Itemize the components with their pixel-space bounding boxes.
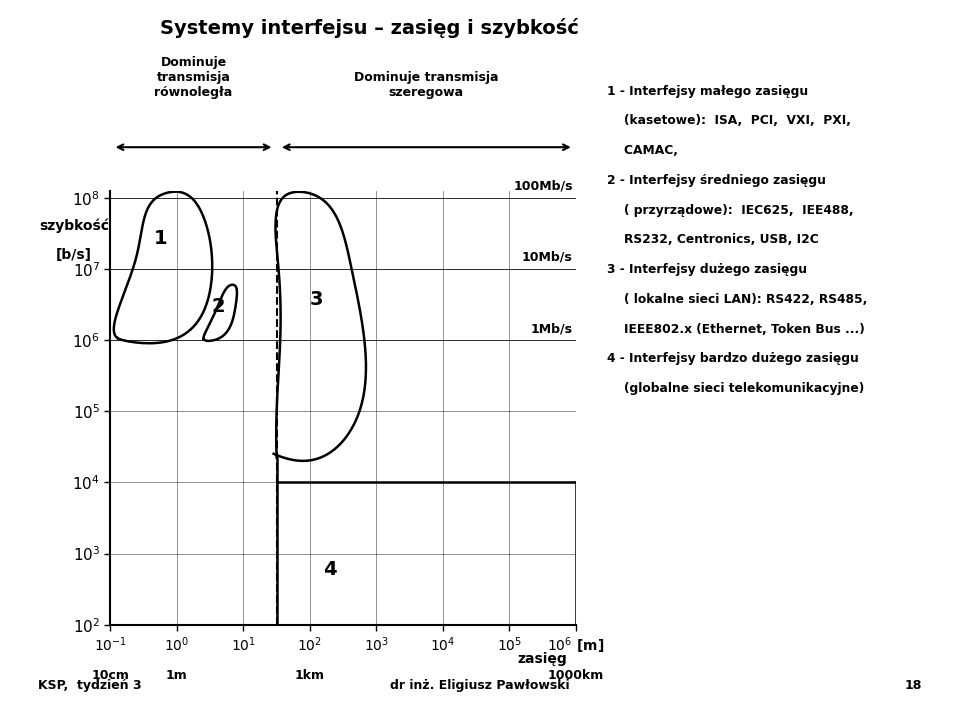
Text: ( przyrządowe):  IEC625,  IEE488,: ( przyrządowe): IEC625, IEE488,: [607, 203, 853, 217]
Text: Systemy interfejsu – zasięg i szybkość: Systemy interfejsu – zasięg i szybkość: [160, 18, 579, 37]
Text: Dominuje transmisja
szeregowa: Dominuje transmisja szeregowa: [354, 71, 498, 100]
Text: zasięg: zasięg: [517, 652, 567, 666]
Text: 100Mb/s: 100Mb/s: [514, 180, 573, 193]
Text: RS232, Centronics, USB, I2C: RS232, Centronics, USB, I2C: [607, 234, 819, 246]
Text: 2 - Interfejsy średniego zasięgu: 2 - Interfejsy średniego zasięgu: [607, 174, 826, 187]
Text: 1 - Interfejsy małego zasięgu: 1 - Interfejsy małego zasięgu: [607, 85, 808, 97]
Text: KSP,  tydzień 3: KSP, tydzień 3: [38, 679, 142, 692]
Text: 10cm: 10cm: [91, 669, 130, 682]
Text: 18: 18: [904, 679, 922, 692]
Text: Dominuje
transmisja
równoległa: Dominuje transmisja równoległa: [155, 56, 232, 100]
Text: dr inż. Eligiusz Pawłowski: dr inż. Eligiusz Pawłowski: [390, 679, 570, 692]
Text: (globalne sieci telekomunikacyjne): (globalne sieci telekomunikacyjne): [607, 382, 864, 395]
Text: 3 - Interfejsy dużego zasięgu: 3 - Interfejsy dużego zasięgu: [607, 263, 806, 276]
Text: 2: 2: [211, 297, 225, 316]
Text: ( lokalne sieci LAN): RS422, RS485,: ( lokalne sieci LAN): RS422, RS485,: [607, 293, 867, 306]
Text: 1Mb/s: 1Mb/s: [531, 322, 573, 335]
Text: 3: 3: [310, 289, 324, 309]
Text: 4 - Interfejsy bardzo dużego zasięgu: 4 - Interfejsy bardzo dużego zasięgu: [607, 352, 858, 365]
Text: 1km: 1km: [295, 669, 324, 682]
Text: CAMAC,: CAMAC,: [607, 144, 678, 157]
Text: 1000km: 1000km: [548, 669, 604, 682]
Text: 1: 1: [154, 229, 167, 248]
Text: 4: 4: [324, 560, 337, 579]
Text: IEEE802.x (Ethernet, Token Bus ...): IEEE802.x (Ethernet, Token Bus ...): [607, 323, 864, 335]
Text: 1m: 1m: [166, 669, 188, 682]
Text: (kasetowe):  ISA,  PCI,  VXI,  PXI,: (kasetowe): ISA, PCI, VXI, PXI,: [607, 114, 851, 128]
Text: 10Mb/s: 10Mb/s: [522, 251, 573, 264]
Text: [b/s]: [b/s]: [56, 248, 92, 262]
Text: szybkość: szybkość: [38, 219, 108, 234]
